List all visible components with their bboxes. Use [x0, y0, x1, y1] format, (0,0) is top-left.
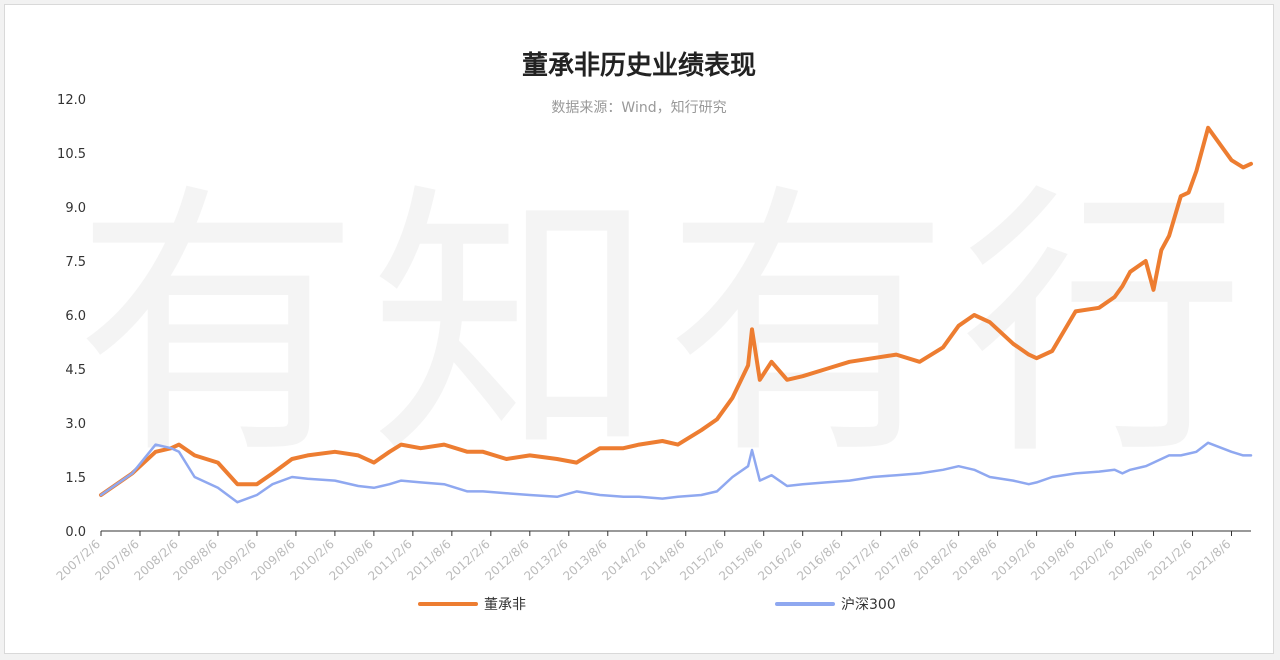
chart-title: 董承非历史业绩表现 [521, 51, 756, 81]
legend-item-series-1[interactable]: 董承非 [418, 594, 526, 614]
legend-swatch [775, 602, 835, 606]
watermark: 有知有行 [75, 161, 1255, 493]
chart-subtitle: 数据来源：Wind，知行研究 [551, 100, 727, 116]
legend-label: 沪深300 [841, 597, 896, 613]
y-tick-label: 4.5 [65, 363, 86, 378]
series-lines [99, 125, 1253, 504]
y-tick-label: 3.0 [65, 417, 86, 432]
y-tick-label: 12.0 [57, 93, 86, 108]
x-axis: 2007/2/62007/8/62008/2/62008/8/62009/2/6… [54, 531, 1234, 583]
y-tick-label: 10.5 [57, 147, 86, 162]
series-line-1 [99, 125, 1253, 497]
chart-card: 董承非历史业绩表现 数据来源：Wind，知行研究 [4, 4, 1274, 654]
y-tick-label: 1.5 [65, 471, 86, 486]
legend-item-series-2[interactable]: 沪深300 [775, 594, 896, 614]
legend-swatch [418, 602, 478, 606]
legend-label: 董承非 [484, 597, 526, 613]
y-tick-label: 9.0 [65, 201, 86, 216]
y-tick-label: 7.5 [65, 255, 86, 270]
series-line-2 [99, 441, 1253, 504]
y-axis: 0.0 1.5 3.0 4.5 6.0 7.5 9.0 10.5 12.0 [57, 93, 86, 540]
y-tick-label: 0.0 [65, 525, 86, 540]
y-tick-label: 6.0 [65, 309, 86, 324]
x-tick-label: 2021/8/6 [1184, 537, 1233, 583]
